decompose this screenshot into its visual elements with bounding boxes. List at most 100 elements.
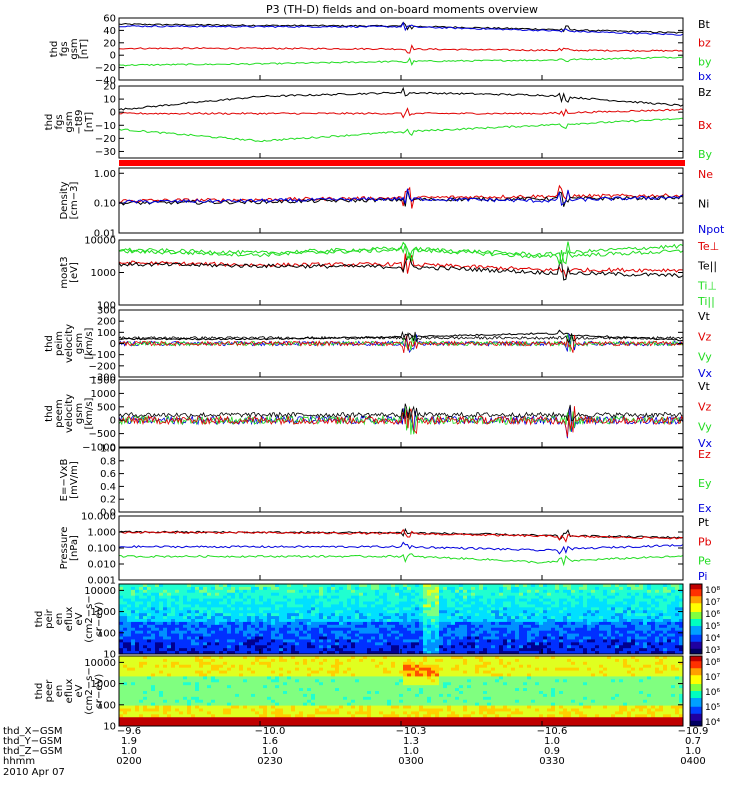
legend-3: Te⊥ Te|| Ti⊥ Ti|| — [697, 240, 719, 308]
y-tick-label: 1500 — [91, 376, 116, 387]
legend-label: Bx — [698, 119, 713, 132]
x-row-label: thd_Z−GSM — [3, 746, 63, 757]
colorbar-tick-label: 10⁴ — [705, 718, 720, 728]
velocity-trace — [118, 330, 684, 343]
y-axis-label: en — [54, 685, 65, 698]
y-tick-label: 10 — [103, 722, 116, 733]
y-axis-label: en — [54, 613, 65, 626]
legend-label: Ti|| — [697, 295, 715, 308]
x-column-value: 0230 — [257, 756, 282, 767]
legend-label: Npot — [698, 223, 725, 236]
y-axis-label: peim — [54, 331, 65, 356]
legend-label: Vz — [698, 400, 712, 413]
y-tick-label: 1000 — [91, 268, 116, 279]
spectrogram-8 — [119, 584, 683, 654]
colorbar-tick-label: 10⁶ — [705, 610, 720, 620]
y-tick-label: 40 — [103, 26, 116, 37]
legend-label: Vt — [698, 310, 711, 323]
x-column-value: 1.3 — [403, 736, 419, 747]
x-column-value: 1.9 — [121, 736, 137, 747]
legend-label: by — [698, 55, 712, 68]
separator-bar — [119, 160, 683, 166]
series-line-Ne — [118, 184, 684, 209]
colorbar-8: 10⁸ 10⁷ 10⁶ 10⁵ 10⁴ 10³ — [689, 583, 720, 656]
x-column-value: 1.0 — [121, 746, 137, 757]
x-column-value: 1.0 — [262, 746, 278, 757]
colorbar-tick-label: 10⁶ — [705, 688, 720, 698]
legend-label: Vx — [698, 367, 713, 380]
colorbar-tick-label: 10⁵ — [705, 622, 720, 632]
legend-label: Ti⊥ — [697, 279, 717, 292]
y-tick-label: 20 — [103, 82, 116, 93]
legend-label: Vy — [698, 351, 712, 364]
x-column-value: 0400 — [680, 756, 705, 767]
series-line-bx — [119, 21, 684, 36]
y-axis-label: sr−eV) — [94, 674, 105, 709]
series-line-bz — [118, 44, 684, 54]
y-tick-label: −200 — [89, 361, 116, 372]
y-tick-label: 1.0 — [100, 444, 116, 455]
panel-3: 10000 1000 100 moat3 [eV] Te⊥ Te|| Ti⊥ Ti|| — [59, 236, 719, 312]
y-axis-label: [km/s] — [84, 327, 95, 359]
x-column-value: −9.6 — [117, 726, 141, 737]
series-line-Te⊥ — [118, 253, 684, 279]
series-line-Pt — [118, 527, 684, 541]
y-tick-label: 0.2 — [100, 495, 116, 506]
y-axis-label: Pressure — [59, 527, 70, 570]
y-axis-label: [nT] — [79, 39, 90, 59]
colorbar-tick-label: 10⁷ — [705, 673, 720, 683]
y-tick-label: 0.001 — [87, 576, 116, 587]
colorbar-tick-label: 10⁴ — [705, 634, 720, 644]
series-line-Pi — [118, 541, 684, 555]
y-tick-label: −100 — [89, 350, 116, 361]
y-tick-label: 10.000 — [81, 512, 116, 523]
y-tick-label: −300 — [89, 373, 116, 384]
y-tick-label: 1.000 — [87, 528, 116, 539]
y-tick-label: 0 — [110, 339, 116, 350]
x-row-label: hhmm — [3, 756, 35, 767]
legend-label: Te|| — [697, 260, 717, 273]
velocity-trace — [118, 403, 684, 422]
y-axis-label: [cm−3] — [69, 182, 80, 220]
x-column-value: 1.0 — [685, 746, 701, 757]
legend-label: Vz — [698, 330, 712, 343]
y-axis-label: [mV/m] — [69, 461, 80, 499]
x-column-value: −10.0 — [255, 726, 286, 737]
x-column-value: 0.9 — [544, 746, 560, 757]
y-axis-label: peer — [44, 679, 55, 703]
legend-label: bx — [698, 70, 712, 83]
series-line-Bx — [118, 107, 684, 119]
y-tick-label: 100 — [97, 328, 116, 339]
x-column-value: −10.9 — [678, 726, 709, 737]
series-line-By — [118, 117, 684, 143]
y-tick-label: −1000 — [82, 443, 116, 454]
legend-4: Vt Vz Vy Vx — [698, 310, 713, 380]
y-tick-label: 100 — [97, 700, 116, 711]
date-label: 2010 Apr 07 — [3, 767, 65, 778]
y-axis-label: velocity — [64, 394, 75, 433]
legend-label: Vt — [698, 380, 711, 393]
y-axis-label: peir — [44, 608, 55, 628]
y-axis-label: thd — [44, 114, 55, 131]
y-tick-label: −10 — [95, 121, 116, 132]
series-line-Bt — [118, 21, 684, 34]
colorbar-9: 10⁸ 10⁷ 10⁶ 10⁵ 10⁴ — [689, 655, 720, 728]
y-tick-label: 300 — [97, 306, 116, 317]
y-axis-label: [nT] — [84, 112, 95, 132]
y-tick-label: −500 — [89, 429, 116, 440]
legend-1: Bz Bx By — [698, 86, 713, 161]
legend-label: Pe — [698, 555, 711, 568]
y-tick-label: −20 — [95, 63, 116, 74]
y-axis-label: thd — [34, 683, 45, 700]
separator-bar-end — [683, 160, 685, 166]
y-axis-label: sr−eV) — [94, 602, 105, 637]
x-column-value: 1.0 — [403, 746, 419, 757]
y-tick-label: 0 — [110, 51, 116, 62]
legend-label: Ez — [698, 448, 711, 461]
series-line-Ti|| — [118, 241, 684, 264]
y-axis-label: E=−VxB — [59, 459, 70, 502]
